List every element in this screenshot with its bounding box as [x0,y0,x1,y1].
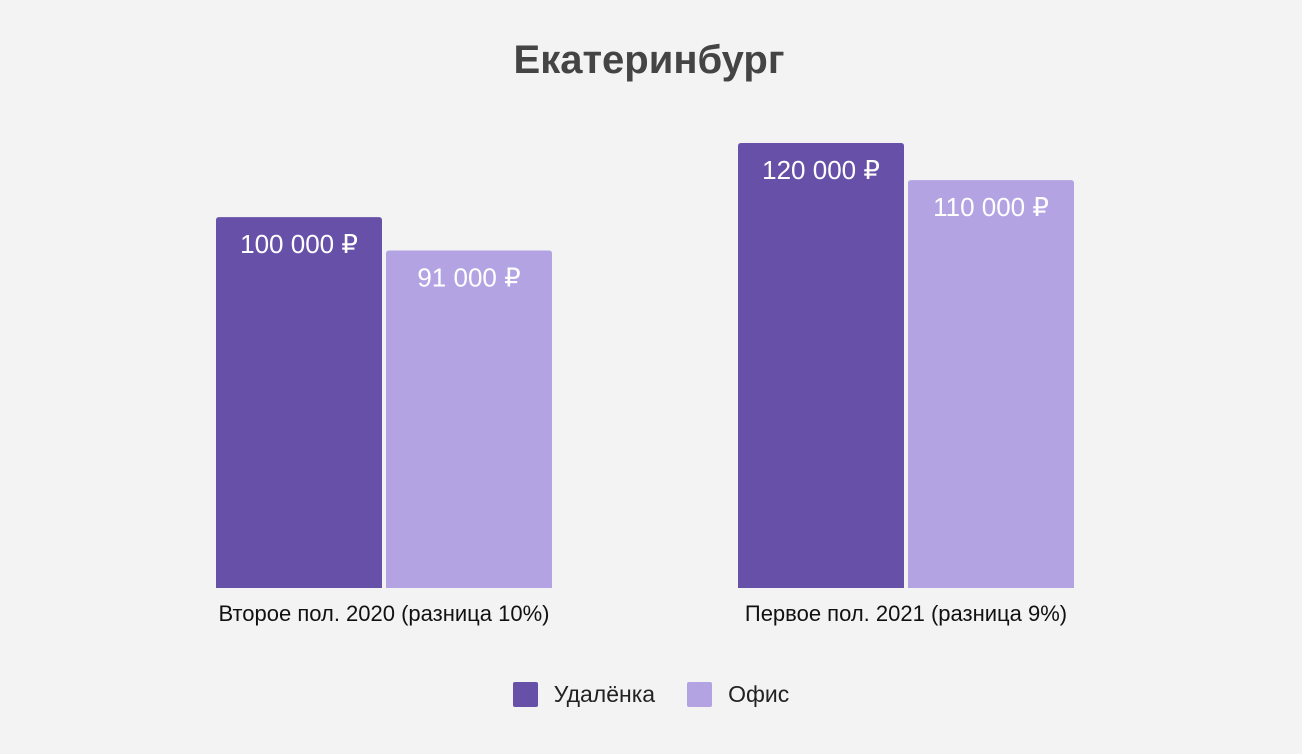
legend-label-office: Офис [728,681,790,707]
category-label-1: Первое пол. 2021 (разница 9%) [745,601,1067,626]
legend-item-office: Офис [687,681,789,708]
chart-plot: 100 000 ₽ 91 000 ₽ Второе пол. 2020 (разни… [216,143,1074,626]
chart-title: Екатеринбург [513,38,785,82]
bar-remote-1 [738,143,904,588]
legend-item-remote: Удалёнка [512,681,656,708]
bar-value-label-remote-0: 100 000 ₽ [240,229,358,259]
bar-remote-0 [216,217,382,588]
bar-value-label-office-1: 110 000 ₽ [933,192,1049,222]
category-label-0: Второе пол. 2020 (разница 10%) [219,601,550,626]
bar-office-0 [386,250,552,588]
legend-label-remote: Удалёнка [553,681,656,707]
bar-office-1 [908,180,1074,589]
legend: Удалёнка Офис [0,681,1302,708]
legend-swatch-remote [512,682,538,707]
bar-value-label-office-0: 91 000 ₽ [417,263,520,293]
legend-swatch-office [687,682,713,707]
bar-value-label-remote-1: 120 000 ₽ [762,155,880,185]
